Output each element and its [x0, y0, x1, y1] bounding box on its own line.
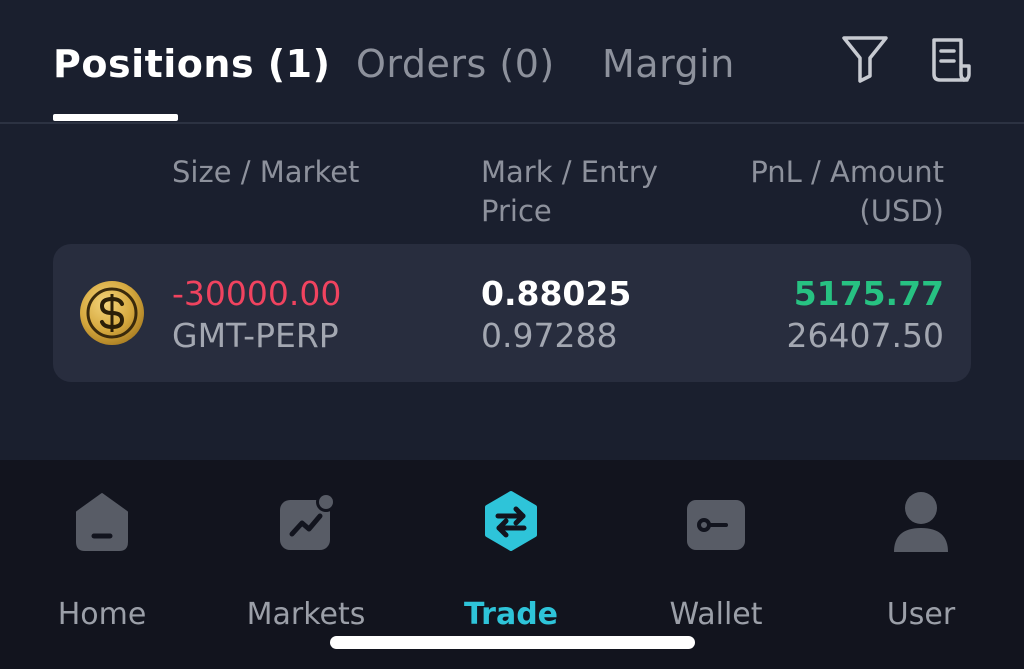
tab-divider	[0, 122, 1024, 124]
tab-margin[interactable]: Margin	[602, 42, 735, 86]
filter-icon[interactable]	[841, 34, 889, 84]
home-icon	[72, 490, 132, 552]
position-size: -30000.00	[172, 274, 342, 313]
bottom-navigation: Home Markets Trade	[0, 460, 1024, 669]
tab-positions[interactable]: Positions (1)	[53, 42, 331, 86]
nav-trade[interactable]: Trade	[431, 490, 591, 632]
positions-panel: Positions (1) Orders (0) Margin Size / M…	[0, 34, 1024, 382]
column-mark-entry: Mark / Entry	[481, 155, 658, 189]
nav-markets-label: Markets	[246, 597, 366, 632]
trade-icon	[481, 490, 541, 552]
column-pnl-amount: PnL / Amount	[750, 155, 944, 189]
column-mark-entry-price: Price	[481, 194, 552, 228]
home-indicator	[330, 636, 695, 649]
nav-user-label: User	[886, 597, 956, 632]
nav-markets[interactable]: Markets	[226, 490, 386, 632]
position-card[interactable]: -30000.00 GMT-PERP 0.88025 0.97288 5175.…	[53, 244, 971, 382]
amount-value: 26407.50	[786, 316, 944, 355]
tab-orders[interactable]: Orders (0)	[356, 42, 555, 86]
nav-trade-label: Trade	[463, 597, 559, 632]
markets-icon	[276, 490, 336, 552]
entry-price: 0.97288	[481, 316, 618, 355]
nav-wallet-label: Wallet	[669, 597, 763, 632]
nav-home[interactable]: Home	[22, 490, 182, 632]
nav-home-label: Home	[57, 597, 147, 632]
nav-user[interactable]: User	[841, 490, 1001, 632]
column-size-market: Size / Market	[172, 155, 360, 189]
mark-price: 0.88025	[481, 274, 632, 313]
position-market: GMT-PERP	[172, 316, 339, 355]
column-pnl-amount-unit: (USD)	[859, 194, 944, 228]
gmt-coin-icon	[79, 280, 145, 346]
wallet-icon	[686, 490, 746, 552]
active-tab-indicator	[53, 114, 178, 121]
nav-wallet[interactable]: Wallet	[636, 490, 796, 632]
pnl-value: 5175.77	[793, 274, 944, 313]
user-icon	[891, 490, 951, 552]
history-icon[interactable]	[927, 34, 975, 84]
